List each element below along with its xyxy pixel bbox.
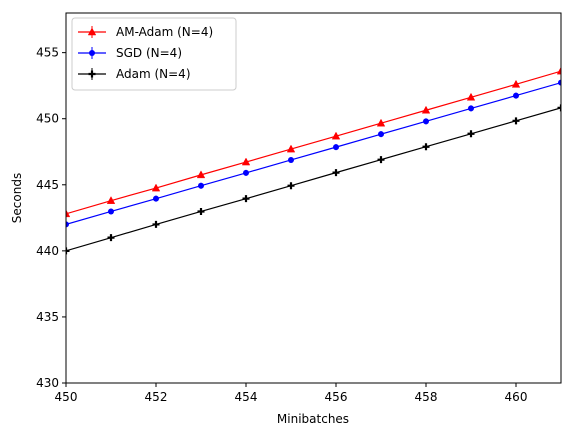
axes: 450 452 454 456 458 460 430 435 440 445 450 455 — [36, 12, 562, 404]
legend-entry: Adam (N=4) — [78, 67, 191, 81]
data-point — [466, 92, 476, 101]
data-point — [66, 221, 69, 228]
series-2 — [66, 104, 561, 255]
series-0 — [66, 66, 561, 218]
data-point — [422, 143, 430, 151]
data-point — [556, 66, 561, 75]
series-line — [66, 107, 561, 252]
x-tick-label: 452 — [145, 390, 168, 404]
legend-label: Adam (N=4) — [116, 67, 191, 81]
data-point — [511, 79, 521, 88]
x-tick-label: 450 — [55, 390, 78, 404]
y-axis-label: Seconds — [10, 173, 24, 223]
data-point — [286, 144, 296, 153]
x-tick-label: 458 — [415, 390, 438, 404]
series-line — [66, 82, 561, 226]
data-point — [243, 169, 249, 176]
data-point — [468, 105, 474, 112]
data-point — [331, 131, 341, 140]
legend: AM-Adam (N=4) SGD (N=4) Adam (N=4) — [71, 17, 237, 91]
data-point — [558, 79, 561, 86]
data-point — [108, 208, 114, 215]
data-point — [151, 183, 161, 192]
data-point — [376, 118, 386, 127]
data-point — [66, 247, 70, 255]
y-tick-label: 455 — [36, 46, 59, 60]
data-point — [107, 234, 115, 242]
legend-marker — [88, 70, 96, 78]
y-tick-label: 440 — [36, 244, 59, 258]
data-point — [512, 117, 520, 125]
y-tick-label: 450 — [36, 112, 59, 126]
data-point — [333, 144, 339, 151]
data-point — [332, 169, 340, 177]
data-point — [196, 170, 206, 179]
data-point — [106, 196, 116, 204]
y-tick-label: 430 — [36, 376, 59, 390]
x-tick-label: 454 — [235, 390, 258, 404]
data-point — [153, 195, 159, 202]
series-1 — [66, 79, 561, 228]
data-point — [513, 92, 519, 99]
legend-entry: AM-Adam (N=4) — [78, 25, 213, 39]
series-line — [66, 70, 561, 215]
x-tick-label: 456 — [325, 390, 348, 404]
legend-marker — [87, 27, 97, 36]
data-point — [198, 182, 204, 189]
data-point — [288, 156, 294, 163]
legend-box — [71, 17, 237, 91]
data-point — [423, 118, 429, 125]
data-point — [467, 130, 475, 138]
y-tick-label: 435 — [36, 310, 59, 324]
legend-label: SGD (N=4) — [116, 46, 182, 60]
data-point — [152, 220, 160, 228]
legend-entry: SGD (N=4) — [78, 46, 182, 60]
y-tick-label: 445 — [36, 178, 59, 192]
data-point — [557, 104, 561, 112]
data-point — [421, 105, 431, 114]
data-point — [287, 182, 295, 190]
legend-marker — [89, 50, 95, 56]
data-point — [377, 156, 385, 164]
x-axis-label: Minibatches — [277, 412, 349, 426]
data-point — [378, 131, 384, 138]
plot-area — [66, 66, 561, 255]
axes-frame — [65, 12, 562, 384]
legend-label: AM-Adam (N=4) — [116, 25, 213, 39]
data-point — [242, 195, 250, 203]
data-point — [197, 207, 205, 215]
x-tick-label: 460 — [505, 390, 528, 404]
data-point — [241, 157, 251, 166]
